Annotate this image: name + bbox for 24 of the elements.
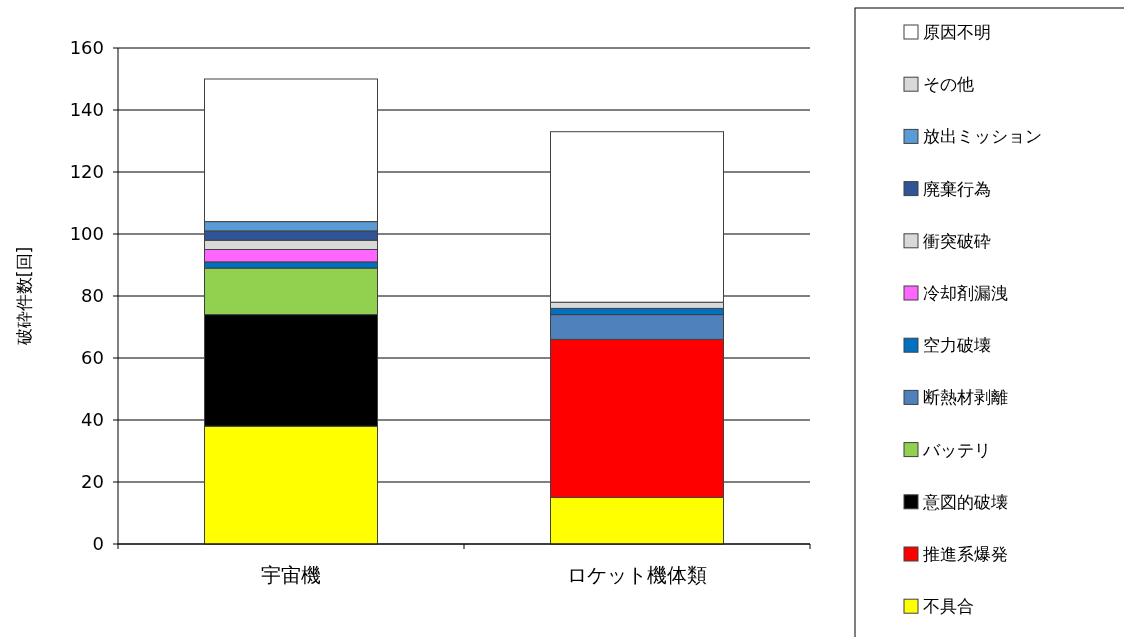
x-tick-label: 宇宙機	[261, 563, 321, 587]
y-tick-label: 40	[81, 409, 104, 431]
legend-label: 衝突破砕	[923, 230, 991, 251]
y-tick-label: 120	[69, 161, 104, 183]
legend-label: 原因不明	[923, 21, 991, 42]
y-tick-label: 140	[69, 99, 104, 121]
legend-label: 空力破壊	[923, 335, 991, 356]
y-tick-label: 20	[81, 471, 104, 493]
y-tick-label: 60	[81, 347, 104, 369]
x-tick-label: ロケット機体類	[567, 563, 707, 587]
legend-label: その他	[923, 74, 974, 95]
legend-label: 冷却剤漏洩	[923, 282, 1008, 303]
legend-label: 意図的破壊	[922, 491, 1008, 512]
y-axis-title: 破砕件数[回]	[14, 246, 34, 347]
legend-label: 推進系爆発	[923, 543, 1008, 564]
y-tick-label: 100	[69, 223, 104, 245]
legend-label: 不具合	[923, 596, 974, 617]
y-tick-label: 160	[69, 37, 104, 59]
legend-label: 廃棄行為	[923, 178, 991, 199]
y-tick-label: 80	[81, 285, 104, 307]
y-tick-label: 0	[92, 533, 104, 555]
legend-label: 断熱材剥離	[923, 387, 1008, 408]
legend-label: 放出ミッション	[923, 126, 1042, 147]
legend-label: バッテリ	[922, 439, 991, 460]
